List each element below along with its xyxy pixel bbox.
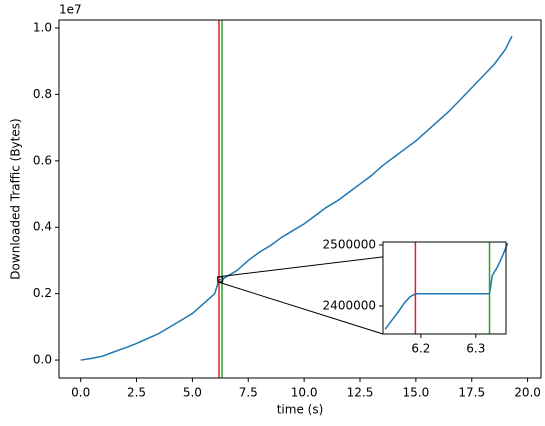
y-tick-label: 0.0 <box>33 353 52 367</box>
plot-frame <box>58 19 542 379</box>
x-tick-label: 15.0 <box>403 386 430 400</box>
x-tick-label: 12.5 <box>347 386 374 400</box>
y-tick-label: 0.6 <box>33 153 52 167</box>
inset-frame <box>382 241 507 335</box>
y-tick-label: 0.8 <box>33 87 52 101</box>
y-tick-label: 0.4 <box>33 220 52 234</box>
x-tick-label: 5.0 <box>183 386 202 400</box>
line <box>80 35 513 361</box>
x-tick-label: 6.2 <box>411 342 430 356</box>
x-tick-label: 7.5 <box>239 386 258 400</box>
x-tick-label: 17.5 <box>458 386 485 400</box>
y-axis-label: Downloaded Traffic (Bytes) <box>9 118 23 279</box>
x-axis-label: time (s) <box>277 403 324 417</box>
y-tick-label: 2500000 <box>323 237 376 251</box>
y-offset-label: 1e7 <box>59 3 82 17</box>
y-tick-label: 0.2 <box>33 286 52 300</box>
inset-background <box>383 242 506 334</box>
x-tick-label: 10.0 <box>291 386 318 400</box>
x-tick-label: 6.3 <box>466 342 485 356</box>
zoom-connector <box>217 281 384 335</box>
x-tick-label: 20.0 <box>514 386 541 400</box>
x-tick-label: 2.5 <box>127 386 146 400</box>
y-tick-label: 2400000 <box>323 298 376 312</box>
x-tick-label: 0.0 <box>71 386 90 400</box>
y-tick-label: 1.0 <box>33 20 52 34</box>
